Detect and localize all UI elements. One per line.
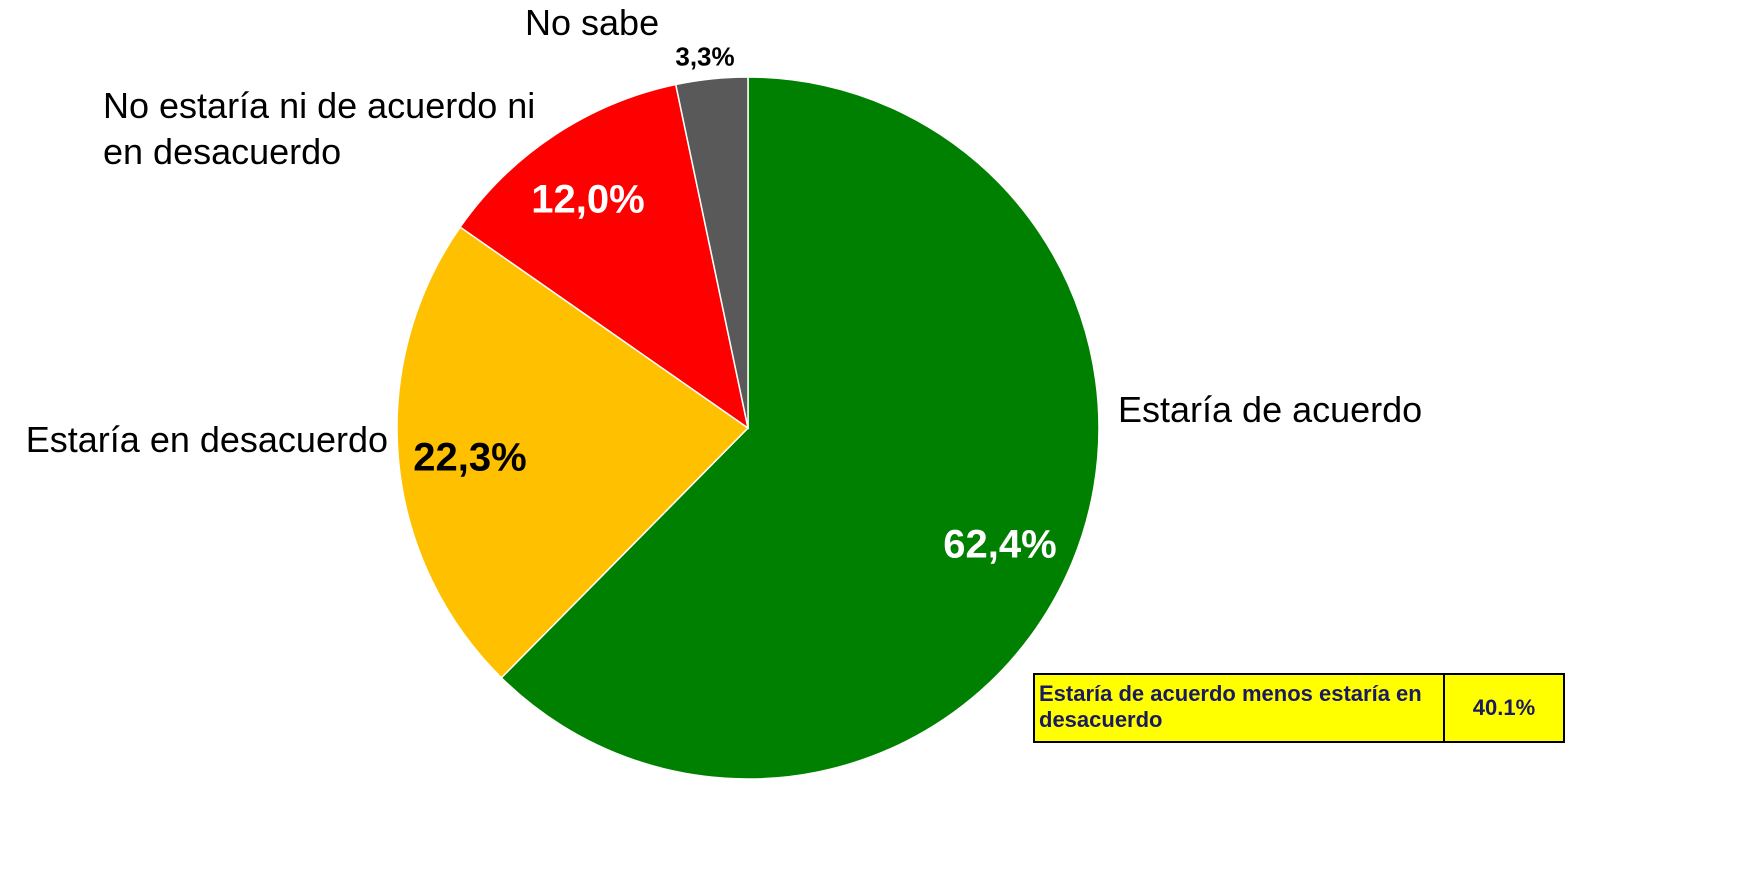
data-label: 62,4% xyxy=(943,522,1057,567)
data-label: 12,0% xyxy=(531,177,645,222)
pie-slice xyxy=(459,83,750,430)
annotation-label: Estaría de acuerdo menos estaría en desa… xyxy=(1035,675,1445,741)
data-label: 22,3% xyxy=(413,435,527,480)
pie-slice xyxy=(674,76,749,429)
category-label: No sabe xyxy=(525,2,660,43)
category-label: No estaría ni de acuerdo ni en desacuerd… xyxy=(103,85,536,172)
pie-slice xyxy=(500,76,1100,780)
annotation-value: 40.1% xyxy=(1472,695,1536,720)
annotation-box: Estaría de acuerdo menos estaría en desa… xyxy=(1033,673,1565,743)
data-label: 3,3% xyxy=(675,41,735,72)
category-label: Estaría en desacuerdo xyxy=(25,419,388,460)
category-label: Estaría de acuerdo xyxy=(1118,389,1423,430)
pie-slice xyxy=(396,226,750,679)
